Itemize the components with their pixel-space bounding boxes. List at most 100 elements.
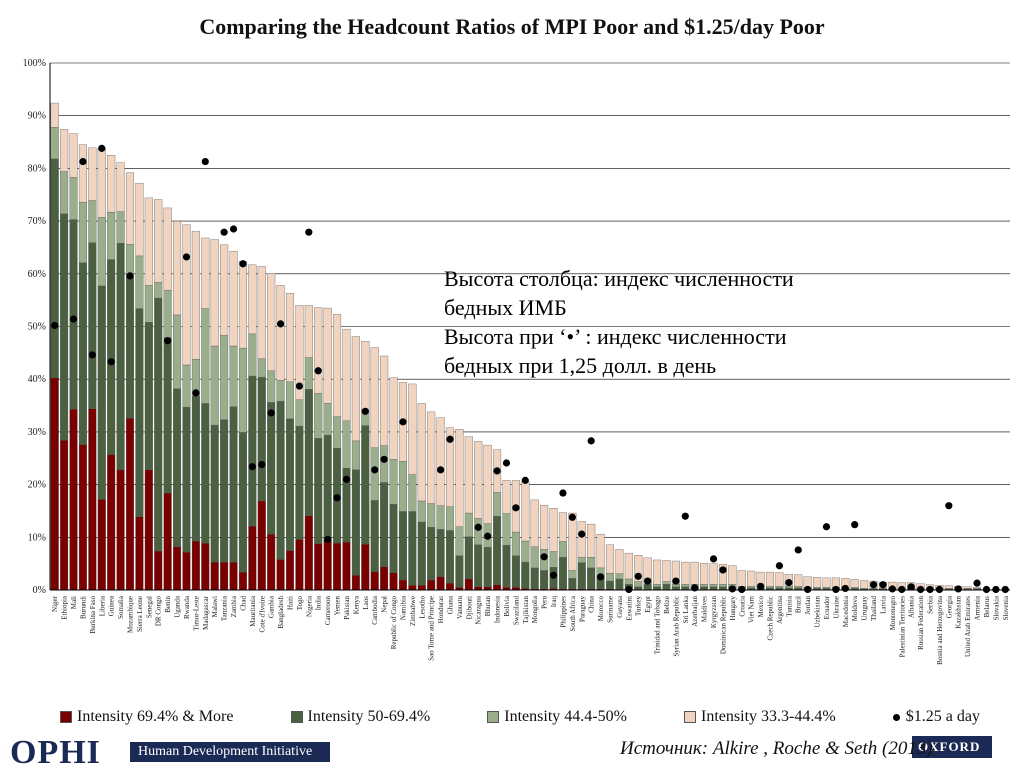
dollar-dot <box>98 144 106 152</box>
bar-segment-s3 <box>605 572 615 582</box>
bar-segment-s2 <box>60 213 69 441</box>
dollar-dot <box>709 555 718 563</box>
dollar-dot <box>822 523 831 531</box>
dollar-dot <box>1001 585 1009 594</box>
bar-segment-s4 <box>78 144 87 203</box>
x-tick-label: China <box>588 595 596 613</box>
bar-segment-s4 <box>624 552 633 580</box>
bar-segment-s3 <box>775 586 784 589</box>
bar-segment-s1 <box>248 526 257 591</box>
bar-segment-s4 <box>97 148 106 218</box>
bar-segment-s1 <box>427 579 436 591</box>
dollar-dot <box>361 407 369 415</box>
dollar-dot <box>220 228 228 236</box>
bar-segment-s4 <box>662 560 671 582</box>
bar-segment-s3 <box>662 581 671 585</box>
bar-segment-s2 <box>257 376 266 502</box>
bar-segment-s3 <box>511 531 520 556</box>
bar-segment-s3 <box>267 370 276 403</box>
bar-segment-s2 <box>323 434 332 541</box>
bar-segment-s2 <box>191 395 200 542</box>
bar-segment-s3 <box>182 364 191 408</box>
bar-segment-s4 <box>69 133 78 178</box>
legend-swatch-s1 <box>60 711 72 723</box>
x-tick-label: Bhutan <box>484 596 492 617</box>
x-tick-label: Eswatini <box>625 596 633 621</box>
bar-segment-s1 <box>464 578 473 591</box>
bar-segment-s3 <box>97 217 106 287</box>
bar-segment-s4 <box>963 586 972 589</box>
legend-swatch-s3 <box>487 711 500 723</box>
bar-segment-s3 <box>78 201 87 263</box>
axes <box>49 63 1010 591</box>
chart-title: Comparing the Headcount Ratios of MPI Po… <box>199 14 825 39</box>
x-tick-label: Nicaragua <box>475 595 483 625</box>
bar-segment-s4 <box>737 570 746 587</box>
ophi-logo: OPHI <box>10 736 101 768</box>
dollar-dot <box>493 467 501 475</box>
x-tick-label: Somalia <box>117 595 125 619</box>
dollar-dot <box>992 585 1000 594</box>
dollar-dot <box>380 455 388 463</box>
bar-segment-s1 <box>436 576 445 591</box>
bar-segment-s2 <box>361 425 370 545</box>
bar-segment-s2 <box>285 418 295 551</box>
bar-segment-s3 <box>238 347 247 433</box>
note-line-2: бедных ИМБ <box>444 295 567 320</box>
bar-segment-s1 <box>267 533 276 591</box>
bar-segment-s3 <box>314 393 323 439</box>
bar-segment-s2 <box>765 587 775 590</box>
dollar-dot <box>182 253 191 261</box>
bar-segment-s1 <box>144 469 153 591</box>
bar-segment-s1 <box>116 469 125 591</box>
dollar-dot <box>79 157 87 166</box>
dollar-dot <box>333 494 341 502</box>
x-tick-label: Sri Lanka <box>682 595 690 623</box>
x-tick-label: Madagascar <box>202 595 210 629</box>
x-tick-label: Latvia <box>879 595 887 614</box>
bar-segment-s1 <box>50 377 59 591</box>
bar-segment-s3 <box>380 445 389 483</box>
bar-segment-s1 <box>417 585 426 591</box>
bar-segment-s2 <box>295 425 304 540</box>
dollar-dot <box>324 535 332 544</box>
bar-segment-s3 <box>455 526 464 556</box>
x-tick-label: Jordan <box>804 596 812 615</box>
bar-segment-s1 <box>333 542 342 591</box>
dollar-dot <box>832 585 840 594</box>
legend-item-s2: Intensity 50-69.4% <box>290 708 430 726</box>
dollar-dot <box>851 521 859 529</box>
dollar-dot <box>728 585 736 593</box>
bar-segment-s2 <box>248 375 257 527</box>
bar-segment-s3 <box>304 357 313 390</box>
bar-segment-s3 <box>201 308 210 404</box>
bar-segment-s3 <box>700 584 709 588</box>
x-tick-label: Viet Nam <box>748 595 756 623</box>
bar-segment-s1 <box>210 561 219 591</box>
bar-segment-s3 <box>653 584 662 588</box>
bar-segment-s3 <box>549 551 558 568</box>
bar-segment-s2 <box>436 529 445 578</box>
x-tick-label: Hungary <box>729 596 737 621</box>
x-tick-label: Zimbabwe <box>409 596 417 626</box>
x-tick-label: Pakistan <box>343 596 351 620</box>
x-tick-label: Zambia <box>230 595 238 617</box>
bar-segment-s2 <box>389 503 398 573</box>
x-tick-label: Yemen <box>334 596 342 616</box>
bar-segment-s4 <box>521 481 530 542</box>
bar-segment-s3 <box>521 540 530 563</box>
bar-segment-s4 <box>210 239 219 347</box>
bar-segment-s4 <box>88 147 97 201</box>
dollar-dot <box>239 260 247 268</box>
x-tick-label: Trinidad and Tobago <box>654 596 662 655</box>
dollar-dot <box>738 585 746 594</box>
x-tick-label: Slovenia <box>1002 595 1010 620</box>
bar-segment-s2 <box>568 578 577 590</box>
bar-segment-s2 <box>511 555 520 588</box>
dollar-dot <box>916 585 925 594</box>
dollar-dot <box>841 584 849 593</box>
legend-swatch-s2 <box>290 711 303 723</box>
bar-segment-s4 <box>483 444 492 524</box>
bar-segment-s1 <box>154 550 163 591</box>
